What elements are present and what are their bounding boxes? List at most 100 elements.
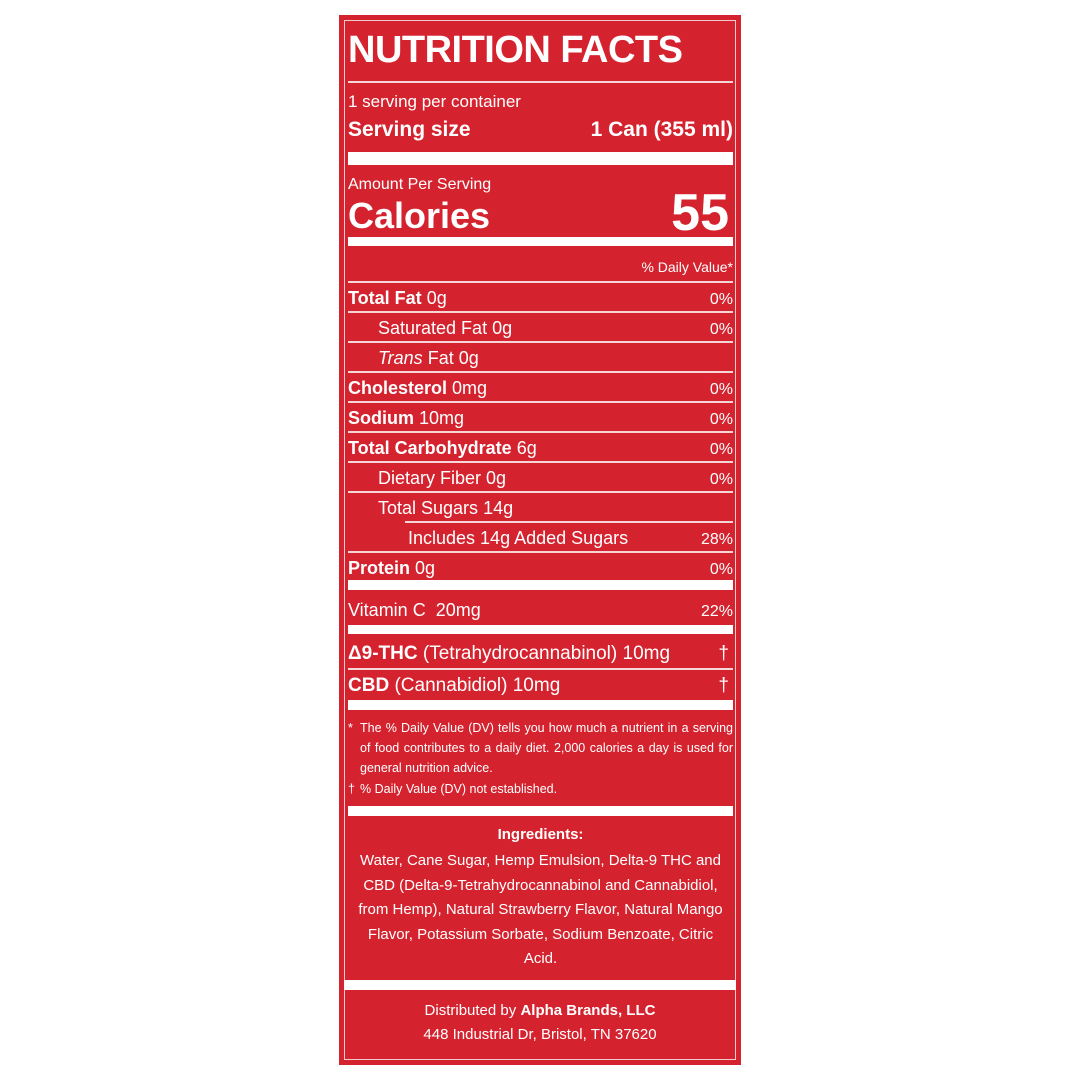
label-title: NUTRITION FACTS — [348, 29, 683, 71]
serving-size-label: Serving size — [348, 118, 471, 141]
ingredients-text: Water, Cane Sugar, Hemp Emulsion, Delta-… — [358, 852, 723, 967]
asterisk-mark: * — [348, 721, 353, 735]
thick-divider — [348, 806, 733, 816]
nutrient-dv: 28% — [700, 531, 733, 548]
nutrient-amount: 0g — [492, 318, 513, 338]
divider — [348, 371, 733, 373]
nutrient-label: Trans Fat 0g — [348, 348, 479, 369]
footnote-star: * The % Daily Value (DV) tells you how m… — [348, 718, 733, 778]
dagger-mark: † — [348, 782, 355, 796]
nutrient-label: Protein 0g — [348, 558, 435, 579]
footnote-star-text: The % Daily Value (DV) tells you how muc… — [360, 721, 733, 775]
nutrient-amount: 14g — [483, 498, 514, 518]
divider — [348, 311, 733, 313]
divider — [348, 668, 733, 670]
thick-divider — [348, 580, 733, 590]
nutrient-row: Total Fat 0g 0% — [348, 285, 733, 309]
divider — [348, 461, 733, 463]
divider — [348, 401, 733, 403]
nutrient-label: Total Carbohydrate 6g — [348, 438, 537, 459]
thick-divider — [348, 700, 733, 710]
vitamin-row: Vitamin C 20mg 22% — [348, 597, 733, 621]
nutrient-name: Protein — [348, 558, 411, 578]
thick-divider — [344, 980, 736, 990]
footnote-dagger: † % Daily Value (DV) not established. — [348, 779, 733, 799]
thc-detail: (Tetrahydrocannabinol) 10mg — [422, 643, 671, 664]
serving-size-row: Serving size 1 Can (355 ml) — [348, 118, 733, 142]
amount-per-serving: Amount Per Serving — [348, 176, 492, 193]
divider — [348, 491, 733, 493]
nutrient-name: Total Fat — [348, 288, 422, 308]
divider — [348, 281, 733, 283]
nutrient-dv: 0% — [709, 381, 733, 398]
nutrient-label: Cholesterol 0mg — [348, 378, 487, 399]
divider — [348, 81, 733, 83]
serving-size-value: 1 Can (355 ml) — [590, 118, 733, 141]
medium-divider — [348, 237, 733, 246]
nutrient-amount: 0g — [458, 348, 479, 368]
nutrient-row: Cholesterol 0mg 0% — [348, 375, 733, 399]
thc-dv: † — [718, 643, 729, 664]
divider — [348, 341, 733, 343]
nutrient-amount: 10mg — [419, 408, 465, 428]
cbd-name: CBD — [348, 675, 390, 696]
cbd-dv: † — [718, 675, 729, 696]
divider — [405, 521, 733, 523]
nutrient-amount: 0g — [415, 558, 436, 578]
calories-value: 55 — [671, 184, 729, 242]
distributor-prefix: Distributed by — [424, 1002, 517, 1019]
thc-name: Δ9-THC — [348, 643, 418, 664]
nutrient-label: Saturated Fat 0g — [348, 318, 512, 339]
nutrient-name: Saturated Fat — [378, 318, 488, 338]
nutrient-name: Dietary Fiber — [378, 468, 482, 488]
nutrient-label: Includes 14g Added Sugars — [348, 528, 628, 549]
nutrient-row: Trans Fat 0g — [348, 345, 733, 369]
nutrient-row: Dietary Fiber 0g 0% — [348, 465, 733, 489]
nutrition-label: NUTRITION FACTS 1 serving per container … — [339, 15, 741, 1065]
servings-per-container: 1 serving per container — [348, 92, 521, 111]
nutrient-label: Total Fat 0g — [348, 288, 447, 309]
nutrient-row: Sodium 10mg 0% — [348, 405, 733, 429]
nutrient-dv: 0% — [709, 411, 733, 428]
daily-value-header: % Daily Value* — [641, 259, 733, 275]
nutrient-name: Cholesterol — [348, 378, 448, 398]
nutrient-dv: 0% — [709, 561, 733, 578]
nutrient-name: Total Carbohydrate — [348, 438, 512, 458]
distributor-line: Distributed by Alpha Brands, LLC — [339, 1002, 741, 1019]
nutrient-name: Total Sugars — [378, 498, 479, 518]
distributor-name: Alpha Brands, LLC — [520, 1002, 656, 1019]
footnote-dagger-text: % Daily Value (DV) not established. — [360, 782, 558, 796]
vitamin-amount: 20mg — [435, 600, 481, 620]
vitamin-dv: 22% — [700, 603, 733, 620]
nutrient-label: Total Sugars 14g — [348, 498, 513, 519]
nutrient-row: Total Sugars 14g — [348, 495, 733, 519]
thc-row: Δ9-THC (Tetrahydrocannabinol) 10mg † — [348, 641, 733, 665]
nutrient-dv: 0% — [709, 441, 733, 458]
medium-divider — [348, 625, 733, 634]
nutrient-row: Includes 14g Added Sugars 28% — [348, 525, 733, 549]
nutrient-name: Sodium — [348, 408, 414, 428]
nutrient-amount: 6g — [516, 438, 537, 458]
ingredients-heading: Ingredients: — [497, 826, 584, 843]
nutrient-dv: 0% — [709, 291, 733, 308]
nutrient-row: Protein 0g 0% — [348, 555, 733, 579]
label-border — [344, 20, 736, 1060]
divider — [348, 431, 733, 433]
calories-label: Calories — [348, 195, 491, 236]
nutrient-name: Trans — [378, 348, 423, 368]
nutrient-row: Total Carbohydrate 6g 0% — [348, 435, 733, 459]
nutrient-name-suffix: Fat — [427, 348, 454, 368]
nutrient-amount: 0g — [426, 288, 447, 308]
thick-divider — [348, 152, 733, 165]
nutrient-name: Includes 14g Added Sugars — [408, 528, 629, 548]
cbd-detail: (Cannabidiol) 10mg — [394, 675, 561, 696]
nutrient-amount: 0mg — [452, 378, 488, 398]
nutrient-row: Saturated Fat 0g 0% — [348, 315, 733, 339]
nutrient-dv: 0% — [709, 321, 733, 338]
distributor-address: 448 Industrial Dr, Bristol, TN 37620 — [423, 1026, 657, 1043]
cbd-row: CBD (Cannabidiol) 10mg † — [348, 673, 733, 697]
vitamin-name: Vitamin C — [348, 600, 426, 620]
nutrient-dv: 0% — [709, 471, 733, 488]
nutrient-amount: 0g — [486, 468, 507, 488]
nutrient-label: Sodium 10mg — [348, 408, 464, 429]
